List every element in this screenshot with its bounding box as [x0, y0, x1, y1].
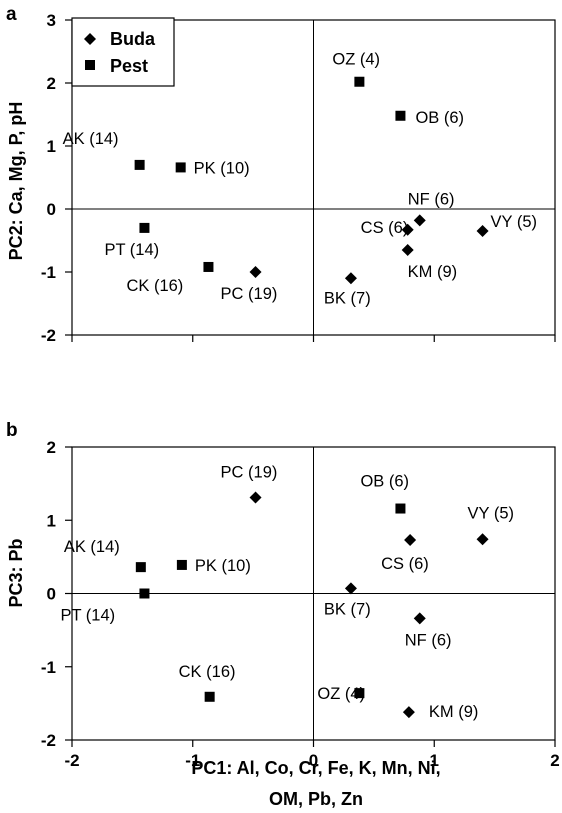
legend-pest-label: Pest — [110, 56, 148, 76]
point-label: NF (6) — [408, 190, 455, 208]
panel-a-plot: -2 -1 0 1 2 3 VY (5) NF (6) CS (6) KM (9) BK (7) P… — [6, 11, 556, 345]
panel-b-y-ticks: -2 -1 0 1 2 — [41, 438, 72, 750]
x-tick-label: 0 — [309, 751, 318, 770]
panel-b-zero-lines — [72, 447, 555, 740]
buda-point — [476, 225, 489, 238]
point-label: OB (6) — [415, 109, 464, 127]
y-tick-label: -1 — [41, 658, 56, 677]
legend-pest-marker — [85, 60, 95, 70]
panel-a-y-axis-label: PC2: Ca, Mg, P, pH — [6, 102, 26, 261]
panel-a-points: VY (5) NF (6) CS (6) KM (9) BK (7) PC (19) OZ … — [63, 51, 537, 308]
panel-a-letter: a — [6, 4, 17, 25]
pest-point — [203, 261, 214, 272]
y-tick-label: 2 — [47, 74, 56, 93]
buda-point — [401, 243, 414, 256]
legend-buda-marker — [84, 33, 96, 45]
point-label: CK (16) — [126, 277, 183, 295]
point-label: CS (6) — [381, 555, 429, 573]
point-label: CK (16) — [179, 663, 236, 681]
point-label: AK (14) — [63, 130, 119, 148]
point-label: PC (19) — [221, 285, 278, 303]
y-tick-label: 1 — [47, 511, 56, 530]
panel-b-x-ticks: -2 -1 0 1 2 — [64, 740, 560, 770]
legend-box — [71, 17, 175, 87]
y-tick-label: -2 — [41, 731, 56, 750]
y-tick-label: 2 — [47, 438, 56, 457]
pest-point — [135, 562, 146, 573]
point-label: VY (5) — [468, 504, 514, 522]
y-tick-label: 0 — [47, 585, 56, 604]
legend: Buda Pest — [71, 17, 175, 87]
pest-point — [134, 159, 145, 170]
panel-b-y-axis-label: PC3: Pb — [6, 538, 26, 607]
buda-point — [413, 612, 426, 625]
pest-point — [395, 503, 406, 514]
point-label: BK (7) — [324, 289, 371, 307]
pest-point — [139, 588, 150, 599]
buda-point — [344, 272, 357, 285]
point-label: PC (19) — [221, 464, 278, 482]
buda-point — [413, 214, 426, 227]
y-tick-label: -1 — [41, 263, 56, 282]
buda-point — [344, 582, 357, 595]
point-label: VY (5) — [491, 213, 537, 231]
x-axis-label-line-2: OM, Pb, Zn — [269, 789, 363, 809]
pest-point — [395, 110, 406, 121]
y-tick-label: 3 — [47, 11, 56, 30]
point-label: PT (14) — [104, 241, 159, 259]
pest-point — [354, 76, 365, 87]
x-tick-label: 1 — [430, 751, 439, 770]
point-label: KM (9) — [408, 263, 458, 281]
y-tick-label: -2 — [41, 326, 56, 345]
pest-point — [354, 688, 365, 699]
point-label: BK (7) — [324, 600, 371, 618]
pest-point — [176, 559, 187, 570]
buda-point — [402, 706, 415, 719]
panel-a-x-ticks — [71, 335, 556, 342]
buda-point — [249, 491, 262, 504]
x-tick-label: -2 — [64, 751, 79, 770]
pest-point — [139, 222, 150, 233]
point-label: PT (14) — [60, 607, 115, 625]
x-axis-label-line-1: PC1: Al, Co, Cr, Fe, K, Mn, Ni, — [191, 758, 440, 778]
point-label: CS (6) — [361, 219, 409, 237]
buda-point — [404, 534, 417, 547]
y-tick-label: 1 — [47, 137, 56, 156]
legend-buda-label: Buda — [110, 29, 156, 49]
buda-point — [476, 533, 489, 546]
point-label: PK (10) — [195, 557, 251, 575]
panel-b-letter: b — [6, 420, 18, 441]
x-tick-label: -1 — [185, 751, 200, 770]
point-label: OZ (4) — [332, 51, 380, 69]
pest-point — [175, 162, 186, 173]
point-label: AK (14) — [64, 538, 120, 556]
point-label: OB (6) — [360, 473, 409, 491]
panel-b-points: PC (19) CS (6) VY (5) BK (7) NF (6) KM (9) OB … — [60, 464, 514, 722]
panel-a-zero-lines — [72, 20, 555, 335]
point-label: OZ (4) — [317, 685, 365, 703]
panel-a-y-ticks: -2 -1 0 1 2 3 — [41, 11, 72, 345]
point-label: KM (9) — [429, 703, 479, 721]
y-tick-label: 0 — [47, 200, 56, 219]
x-tick-label: 2 — [550, 751, 559, 770]
panel-b-plot: -2 -1 0 1 2 -2 -1 0 1 2 PC (19) CS (6) VY (5) BK (7… — [6, 438, 560, 809]
buda-point — [249, 266, 262, 278]
point-label: NF (6) — [405, 631, 452, 649]
pest-point — [204, 691, 215, 702]
point-label: PK (10) — [194, 159, 250, 177]
buda-point — [401, 223, 414, 236]
